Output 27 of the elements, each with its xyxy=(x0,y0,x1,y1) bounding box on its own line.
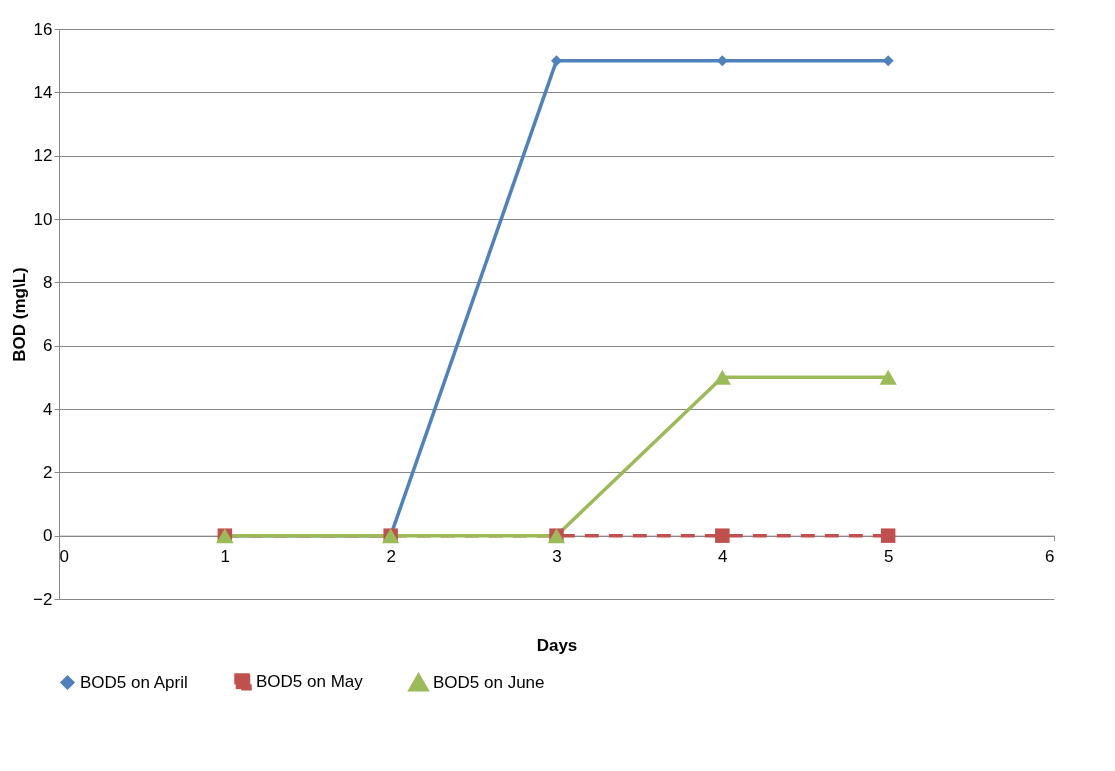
x-tick-label: 4 xyxy=(718,547,728,567)
x-tick-label: 3 xyxy=(552,547,562,567)
point xyxy=(551,55,562,67)
legend-label: BOD5 on April xyxy=(80,672,188,692)
y-tick-label: 6 xyxy=(43,336,53,356)
x-tick-label: 1 xyxy=(220,547,231,567)
point xyxy=(715,528,730,543)
legend-label: BOD5 on June xyxy=(433,672,545,692)
x-tick-label: 2 xyxy=(386,547,396,567)
y-axis-title: BOD (mg\L) xyxy=(10,267,30,362)
point xyxy=(880,528,896,543)
y-tick-label: 16 xyxy=(33,19,53,39)
y-tick-label: 8 xyxy=(43,272,53,292)
y-tick-label: 0 xyxy=(43,526,53,546)
y-tick-label: −2 xyxy=(33,589,53,609)
y-tick-label: 4 xyxy=(43,399,53,419)
x-axis-title: Days xyxy=(536,636,578,656)
x-tick-label: 0 xyxy=(59,547,69,567)
y-tick-label: 12 xyxy=(33,146,53,166)
x-tick-label: 6 xyxy=(1045,547,1055,567)
y-tick-label: 10 xyxy=(33,209,53,229)
point xyxy=(713,369,731,385)
point xyxy=(879,369,897,385)
y-tick-label: 2 xyxy=(43,462,53,482)
x-tick-label: 5 xyxy=(883,547,894,567)
legend-label: BOD5 on May xyxy=(256,671,364,691)
y-tick-label: 14 xyxy=(33,82,53,102)
